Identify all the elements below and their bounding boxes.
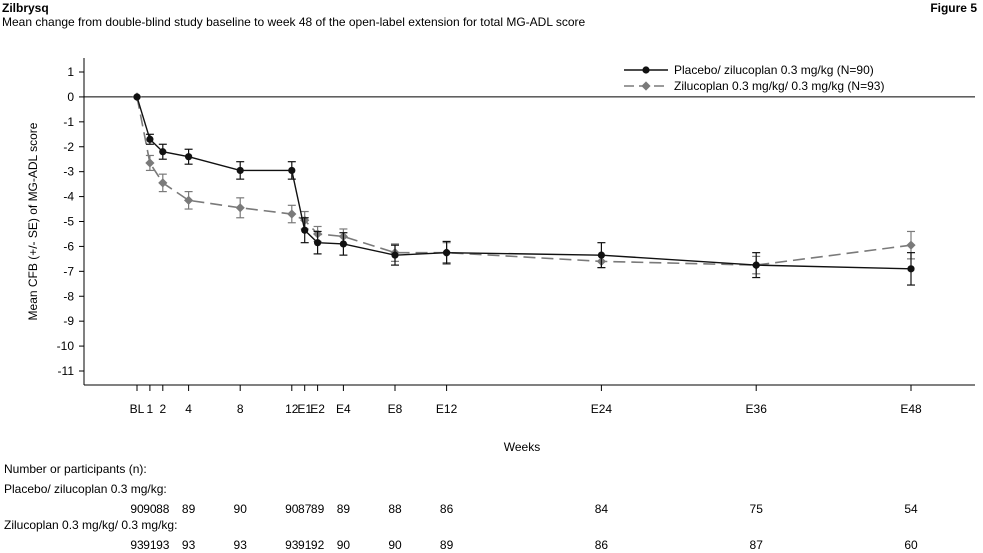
participant-count-row2: 60 (904, 538, 918, 552)
chart-subtitle: Mean change from double-blind study base… (2, 15, 586, 29)
series-line-2 (136, 96, 912, 266)
y-tick-label: -6 (63, 239, 74, 253)
participant-count-row1: 90 (130, 502, 144, 516)
participant-count-row1: 89 (311, 502, 325, 516)
legend-label-2: Zilucoplan 0.3 mg/kg/ 0.3 mg/kg (N=93) (674, 79, 884, 93)
data-point-circle (391, 251, 399, 259)
x-tick-label: E1 (297, 402, 312, 416)
participant-count-row2: 93 (285, 538, 299, 552)
data-point-diamond (235, 203, 245, 213)
x-tick-label: E2 (310, 402, 325, 416)
x-tick-label: BL (130, 402, 145, 416)
data-point-diamond (287, 209, 297, 219)
y-tick-label: -9 (63, 314, 74, 328)
legend-marker-diamond (641, 81, 651, 91)
participant-count-row1: 84 (595, 502, 609, 516)
data-point-circle (133, 93, 141, 101)
data-point-diamond (145, 158, 155, 168)
data-point-circle (907, 265, 915, 273)
participants-heading: Number or participants (n): (4, 462, 147, 476)
participant-count-row1: 87 (298, 502, 312, 516)
x-axis-title: Weeks (504, 440, 540, 454)
participant-count-row1: 89 (337, 502, 351, 516)
participant-count-row1: 88 (156, 502, 170, 516)
x-tick-label: 1 (147, 402, 154, 416)
data-point-circle (301, 226, 309, 234)
data-point-circle (443, 249, 451, 257)
participant-count-row1: 90 (143, 502, 157, 516)
y-tick-label: -1 (63, 115, 74, 129)
figure-label: Figure 5 (930, 1, 977, 15)
data-point-diamond (158, 178, 168, 188)
y-tick-label: -11 (58, 364, 75, 378)
x-tick-label: E24 (591, 402, 613, 416)
participant-count-row2: 93 (130, 538, 144, 552)
x-tick-label: 8 (237, 402, 244, 416)
legend-marker-circle (642, 66, 650, 74)
participant-count-row1: 75 (750, 502, 764, 516)
participant-count-row1: 90 (234, 502, 248, 516)
data-point-circle (236, 166, 244, 175)
series-line-1 (136, 96, 912, 270)
participant-count-row1: 86 (440, 502, 454, 516)
y-tick-label: 1 (67, 65, 74, 79)
data-point-circle (146, 135, 154, 143)
x-tick-label: E12 (436, 402, 458, 416)
legend-label-1: Placebo/ zilucoplan 0.3 mg/kg (N=90) (674, 63, 874, 77)
y-tick-label: -10 (57, 339, 75, 353)
x-tick-label: E48 (900, 402, 922, 416)
participants-row2-label: Zilucoplan 0.3 mg/kg/ 0.3 mg/kg: (4, 518, 178, 532)
x-tick-label: 4 (185, 402, 192, 416)
brand-title: Zilbrysq (2, 1, 49, 15)
y-tick-label: -3 (63, 165, 74, 179)
participant-count-row1: 90 (285, 502, 299, 516)
data-point-circle (597, 251, 606, 259)
x-tick-label: 12 (285, 402, 299, 416)
data-point-circle (288, 166, 296, 175)
participant-count-row2: 93 (156, 538, 170, 552)
participant-count-row1: 54 (904, 502, 918, 516)
participant-count-row2: 90 (388, 538, 402, 552)
participant-count-row2: 90 (337, 538, 351, 552)
y-tick-label: -4 (63, 190, 74, 204)
participant-count-row1: 88 (388, 502, 402, 516)
data-point-circle (314, 239, 322, 247)
data-point-diamond (184, 195, 194, 205)
participant-count-row2: 89 (440, 538, 454, 552)
participant-count-row2: 86 (595, 538, 609, 552)
y-tick-label: -8 (63, 289, 74, 303)
x-tick-label: E8 (388, 402, 403, 416)
participant-count-row1: 89 (182, 502, 196, 516)
x-tick-label: 2 (159, 402, 166, 416)
data-point-circle (752, 261, 760, 269)
data-point-circle (185, 153, 193, 161)
x-tick-label: E4 (336, 402, 351, 416)
participant-count-row2: 91 (143, 538, 157, 552)
participant-count-row2: 92 (311, 538, 325, 552)
y-tick-label: 0 (67, 90, 74, 104)
data-point-circle (159, 148, 167, 156)
participants-row1-label: Placebo/ zilucoplan 0.3 mg/kg: (4, 482, 167, 496)
participant-count-row2: 93 (182, 538, 196, 552)
y-tick-label: -2 (63, 140, 74, 154)
data-point-diamond (906, 240, 916, 250)
x-tick-label: E36 (746, 402, 768, 416)
participant-count-row2: 93 (234, 538, 248, 552)
y-tick-label: -7 (63, 264, 74, 278)
data-point-circle (339, 240, 347, 248)
participant-count-row2: 91 (298, 538, 312, 552)
y-axis-title: Mean CFB (+/- SE) of MG-ADL score (26, 122, 40, 320)
y-tick-label: -5 (63, 215, 74, 229)
participant-count-row2: 87 (750, 538, 764, 552)
